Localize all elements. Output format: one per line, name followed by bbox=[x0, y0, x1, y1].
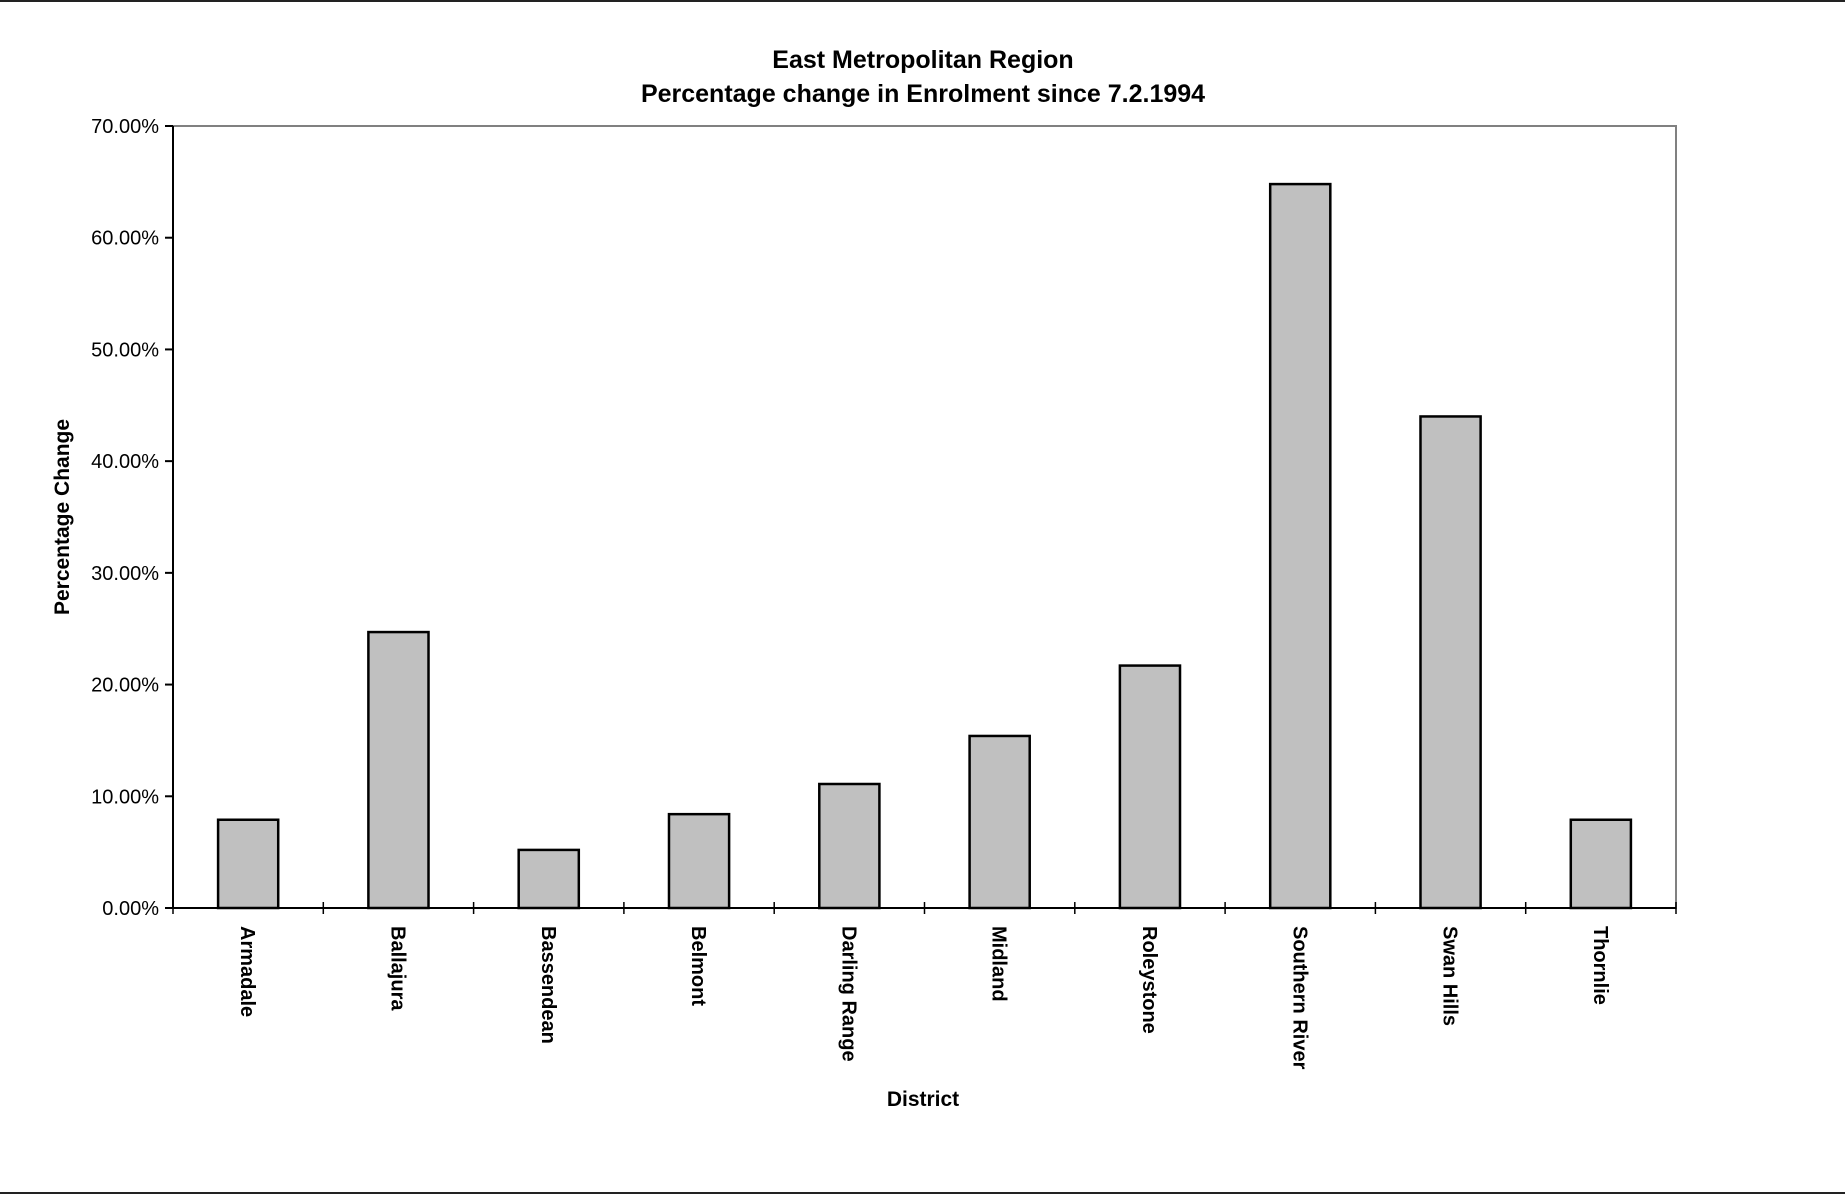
bar-belmont bbox=[667, 812, 731, 910]
y-ticks-group: 0.00% 10.00% 20.00% 30.00% 40.00% 50.00% 60.00… bbox=[91, 116, 173, 920]
bar-southern-river bbox=[1268, 182, 1332, 910]
x-tick-label: Roleystone bbox=[1138, 926, 1160, 1034]
x-axis-label: District bbox=[887, 1088, 959, 1111]
x-tick-label: Midland bbox=[988, 926, 1010, 1002]
y-tick-label: 20.00% bbox=[91, 675, 159, 697]
bar-thornlie bbox=[1569, 818, 1633, 910]
x-tick-label: Belmont bbox=[687, 926, 709, 1006]
bar-ballajura bbox=[367, 630, 430, 910]
x-ticks-group: Armadale Ballajura Bassendean Belmont Darlin… bbox=[172, 902, 1677, 1070]
bars-group bbox=[216, 182, 1633, 910]
y-axis-label: Percentage Change bbox=[51, 419, 74, 615]
bar-armadale bbox=[216, 818, 280, 910]
bar-bassendean bbox=[517, 848, 581, 910]
y-tick-label: 70.00% bbox=[91, 116, 159, 138]
y-tick-label: 30.00% bbox=[91, 563, 159, 585]
bar-roleystone bbox=[1118, 664, 1182, 910]
y-tick-label: 10.00% bbox=[91, 786, 159, 808]
x-tick-label: Darling Range bbox=[837, 926, 859, 1062]
chart-title: East Metropolitan Region bbox=[772, 46, 1073, 74]
x-tick-label: Bassendean bbox=[537, 926, 559, 1044]
chart-subtitle: Percentage change in Enrolment since 7.2… bbox=[641, 80, 1205, 108]
bar-midland bbox=[968, 734, 1031, 910]
x-tick-label: Swan Hills bbox=[1439, 926, 1461, 1026]
bar-swan-hills bbox=[1419, 415, 1482, 910]
y-tick-label: 40.00% bbox=[91, 451, 159, 473]
x-tick-label: Armadale bbox=[236, 926, 258, 1017]
x-tick-label: Southern River bbox=[1288, 926, 1310, 1070]
bar-darling-range bbox=[818, 782, 881, 910]
y-tick-label: 50.00% bbox=[91, 339, 159, 361]
y-tick-label: 60.00% bbox=[91, 228, 159, 250]
y-tick-label: 0.00% bbox=[102, 898, 159, 920]
x-tick-label: Thornlie bbox=[1589, 926, 1611, 1005]
top-rule bbox=[0, 0, 1845, 2]
x-tick-label: Ballajura bbox=[386, 926, 408, 1011]
bottom-rule bbox=[0, 1192, 1845, 1194]
